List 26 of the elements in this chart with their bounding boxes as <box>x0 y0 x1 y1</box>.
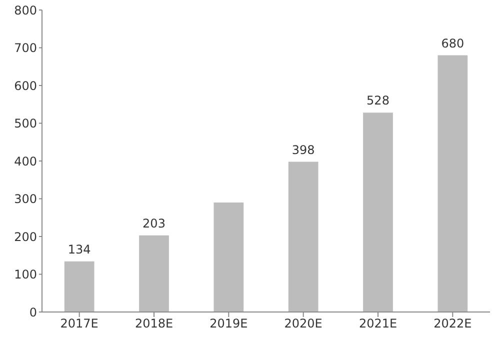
data-label: 398 <box>292 142 315 157</box>
y-tick-label: 100 <box>14 268 37 282</box>
y-tick-label: 800 <box>14 3 37 18</box>
data-label: 134 <box>68 242 91 256</box>
data-label: 680 <box>441 36 464 50</box>
data-label: 528 <box>366 94 390 108</box>
data-label: 203 <box>142 216 166 230</box>
y-tick-label: 700 <box>14 41 37 56</box>
x-tick-label: 2020E <box>284 316 322 331</box>
x-tick-label: 2017E <box>60 316 98 331</box>
y-tick-label: 500 <box>14 116 37 131</box>
y-tick-label: 400 <box>14 154 37 168</box>
x-tick-label: 2022E <box>434 316 472 331</box>
bar <box>288 162 318 312</box>
bar <box>214 202 244 312</box>
x-tick-label: 2019E <box>210 316 248 331</box>
bar <box>139 235 169 312</box>
bar <box>64 261 94 312</box>
x-tick-label: 2021E <box>358 316 398 331</box>
y-tick-label: 300 <box>14 192 37 206</box>
y-tick-label: 200 <box>14 230 37 244</box>
y-tick-label: 0 <box>29 305 37 320</box>
bar <box>438 55 468 312</box>
y-tick-label: 600 <box>14 78 37 93</box>
x-tick-label: 2018E <box>134 316 174 331</box>
bar <box>363 112 393 312</box>
